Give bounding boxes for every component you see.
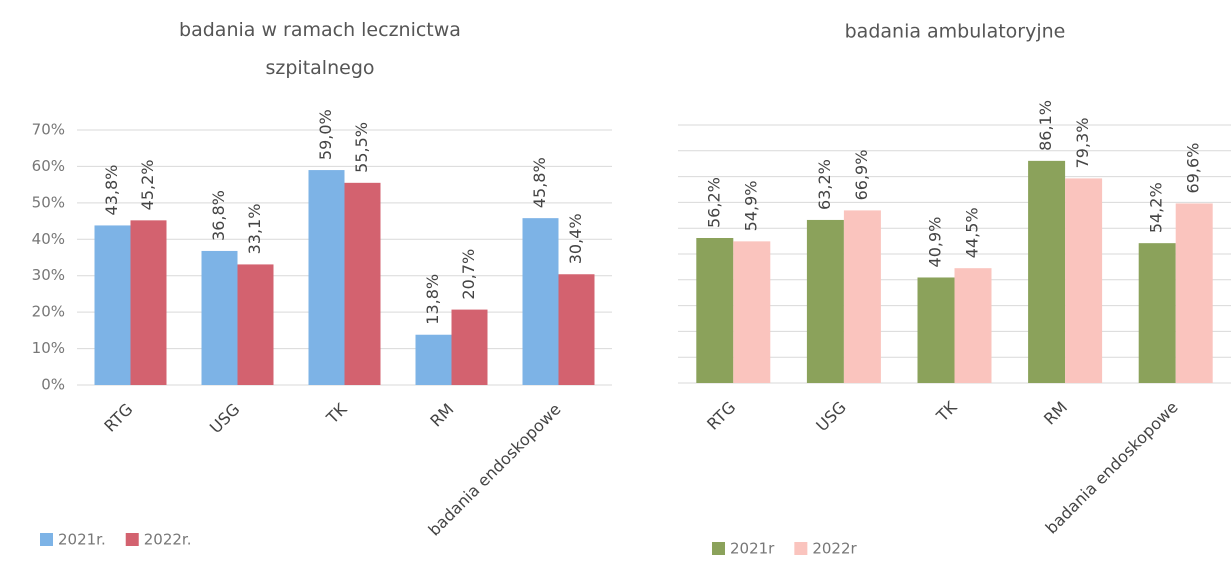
data-label: 40,9% <box>926 217 945 268</box>
x-tick-label: RTG <box>100 400 136 436</box>
y-tick-label: 70% <box>32 121 65 139</box>
legend-label: 2021r. <box>58 531 106 549</box>
legend-swatch <box>712 542 725 555</box>
data-label: 54,2% <box>1147 182 1166 233</box>
bar <box>1065 178 1103 383</box>
bar <box>1138 243 1176 383</box>
data-label: 69,6% <box>1184 143 1203 194</box>
legend-label: 2021r <box>730 540 775 558</box>
bar <box>237 264 274 385</box>
y-tick-label: 20% <box>32 303 65 321</box>
bar <box>522 218 559 385</box>
legend-swatch <box>40 533 53 546</box>
y-tick-label: 60% <box>32 157 65 175</box>
bar <box>201 250 238 385</box>
x-tick-label: RM <box>1040 398 1071 429</box>
data-label: 36,8% <box>209 190 228 241</box>
bar <box>451 309 488 385</box>
y-tick-label: 10% <box>32 339 65 357</box>
legend-swatch <box>794 542 808 555</box>
legend-swatch <box>125 533 139 546</box>
x-tick-label: TK <box>932 397 961 426</box>
data-label: 33,1% <box>245 204 264 255</box>
bar <box>415 334 452 385</box>
bar <box>308 170 345 385</box>
data-label: 30,4% <box>566 213 585 264</box>
data-label: 63,2% <box>815 159 834 210</box>
y-tick-label: 50% <box>32 193 65 211</box>
data-label: 79,3% <box>1073 118 1092 169</box>
data-label: 56,2% <box>704 177 723 228</box>
data-label: 45,2% <box>138 160 157 211</box>
bar <box>1028 160 1066 383</box>
x-tick-label: TK <box>322 399 351 428</box>
data-label: 44,5% <box>963 207 982 258</box>
x-tick-label: RTG <box>703 398 739 434</box>
bar <box>843 210 881 383</box>
bar <box>806 219 844 383</box>
data-label: 43,8% <box>102 165 121 216</box>
bar <box>1175 203 1213 383</box>
data-label: 59,0% <box>316 109 335 160</box>
chart-title: badania w ramach lecznictwa szpitalnego <box>179 19 461 79</box>
y-tick-label: 0% <box>41 376 65 394</box>
bar <box>733 241 771 383</box>
y-tick-label: 30% <box>32 266 65 284</box>
data-label: 20,7% <box>459 249 478 300</box>
legend-label: 2022r <box>812 540 857 558</box>
bar <box>954 268 992 383</box>
x-tick-label: RM <box>426 400 457 431</box>
legend-label: 2022r. <box>144 531 192 549</box>
data-label: 66,9% <box>852 150 871 201</box>
bar <box>94 225 131 385</box>
data-label: 45,8% <box>530 157 549 208</box>
data-label: 13,8% <box>423 274 442 325</box>
chart-title: badania ambulatoryjne <box>845 21 1066 43</box>
bar <box>130 220 167 385</box>
bar <box>344 182 381 385</box>
x-tick-label: USG <box>812 398 850 436</box>
data-label: 86,1% <box>1036 100 1055 151</box>
bar <box>558 274 595 385</box>
data-label: 55,5% <box>352 122 371 173</box>
x-tick-label: USG <box>206 400 244 438</box>
y-tick-label: 40% <box>32 230 65 248</box>
data-label: 54,9% <box>741 181 760 232</box>
bar <box>917 277 955 383</box>
bar <box>696 238 734 383</box>
